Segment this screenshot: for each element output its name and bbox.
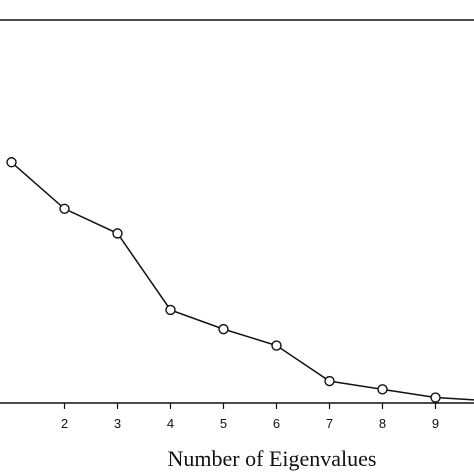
data-points: [6, 157, 441, 403]
x-tick-label: 2: [61, 416, 68, 431]
x-tick-label: 7: [326, 416, 333, 431]
x-tick-label: 4: [167, 416, 174, 431]
data-point: [112, 228, 123, 239]
plot-frame: [0, 19, 474, 404]
x-axis-ticks: 2345678910: [61, 403, 439, 431]
data-point: [218, 323, 229, 335]
x-tick-label: 8: [379, 416, 386, 431]
x-tick-label: 6: [273, 416, 280, 431]
data-point: [430, 392, 441, 403]
x-tick-label: 9: [432, 416, 439, 431]
x-tick-label: 5: [220, 416, 227, 431]
data-point: [377, 384, 388, 395]
x-axis-label: Number of Eigenvalues: [168, 446, 377, 471]
data-point: [6, 157, 17, 168]
x-tick-label: 3: [114, 416, 121, 431]
data-point: [59, 203, 70, 214]
data-point: [271, 340, 282, 351]
data-point: [165, 304, 176, 316]
data-point: [324, 375, 335, 387]
